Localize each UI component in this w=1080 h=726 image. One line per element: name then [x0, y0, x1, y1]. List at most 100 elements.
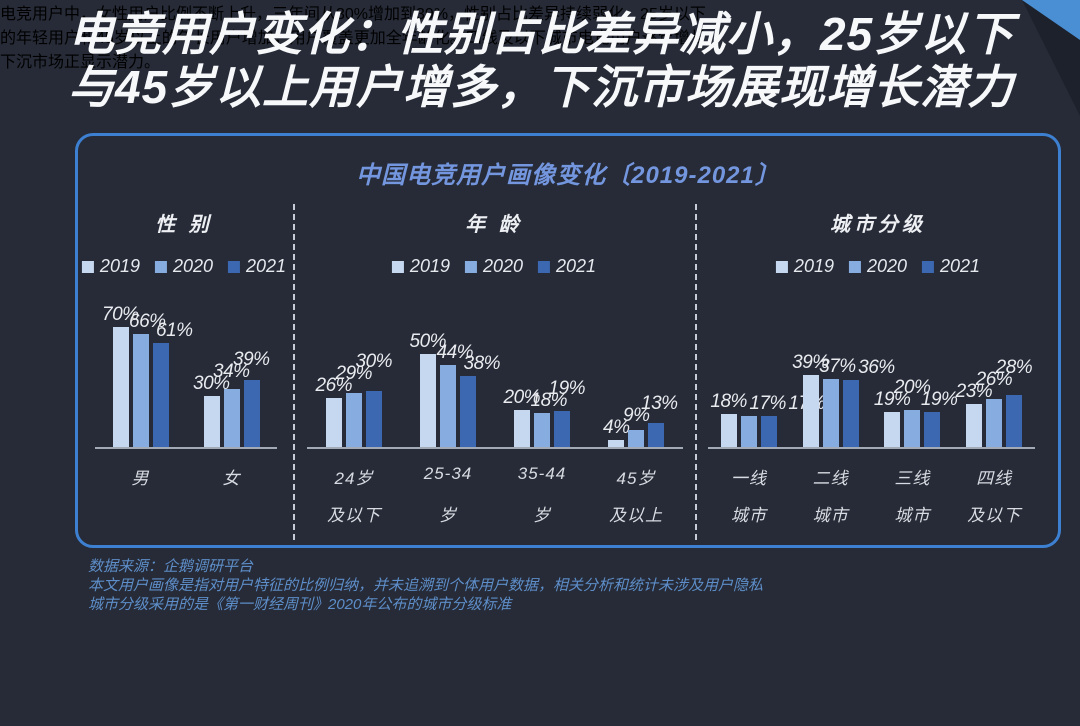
bar-2020	[346, 392, 362, 447]
legend-item: 2020	[464, 256, 524, 277]
legend-year-label: 2021	[556, 256, 597, 276]
bar-2020	[822, 378, 839, 447]
bar-value-label: 50%	[409, 330, 447, 352]
bar-2021	[554, 411, 570, 447]
bar-value-label: 39%	[792, 351, 829, 373]
x-axis-label: 女	[222, 469, 241, 488]
bar-2021	[1006, 395, 1023, 447]
bar-2020	[440, 364, 456, 447]
bar-2021	[842, 380, 859, 447]
bar-value-label: 18%	[710, 390, 747, 412]
x-axis-label: 及以下	[327, 506, 381, 525]
bar-2021	[366, 390, 382, 447]
bar-2019	[884, 411, 901, 447]
bar-2020	[740, 415, 757, 447]
legend-item: 2019	[775, 256, 834, 277]
chart-title: 中国电竞用户画像变化〔2019-2021〕	[356, 162, 780, 189]
legend-year-label: 2021	[246, 256, 287, 276]
legend-item: 2019	[391, 256, 450, 277]
legend-year-label: 2019	[99, 256, 140, 276]
x-axis-label: 岁	[439, 506, 457, 525]
legend-swatch-2021	[922, 260, 935, 273]
bar-value-label: 38%	[463, 352, 501, 374]
legend-year-label: 2020	[866, 256, 908, 276]
footnote-source: 数据来源：企鹅调研平台	[88, 558, 254, 575]
legend-swatch-2021	[538, 260, 551, 273]
legend-swatch-2021	[228, 260, 241, 273]
bar-2020	[534, 413, 550, 447]
bar-2020	[132, 334, 149, 447]
bar-value-label: 30%	[355, 351, 393, 373]
bar-2020	[986, 398, 1003, 447]
bar-2019	[112, 327, 129, 447]
bar-value-label: 19%	[920, 388, 958, 410]
x-axis-label: 25-34	[423, 464, 473, 483]
x-axis-label: 城市	[812, 506, 849, 525]
x-axis-line	[708, 447, 1035, 449]
x-axis-label: 24岁	[334, 469, 374, 488]
legend-item: 2021	[228, 256, 286, 277]
legend-item: 2020	[848, 256, 908, 277]
bar-2019	[203, 395, 220, 447]
x-axis-label: 二线	[812, 469, 849, 488]
bar-value-label: 39%	[233, 348, 270, 370]
bar-value-label: 13%	[641, 392, 678, 414]
section-divider-2	[695, 204, 697, 540]
bar-value-label: 70%	[102, 304, 139, 326]
legend-swatch-2020	[154, 260, 167, 273]
bar-value-label: 61%	[156, 319, 193, 341]
bar-value-label: 34%	[213, 360, 250, 382]
section-header: 性 别	[155, 214, 213, 236]
legend-swatch-2020	[464, 260, 477, 273]
summary-line-1: 电竞用户中，女性用户比例不断上升，三年间从30%增加到39%，性别占比差异持续弱…	[0, 6, 706, 23]
x-axis-label: 男	[131, 469, 150, 488]
x-axis-line	[307, 447, 683, 449]
legend-year-label: 2020	[482, 256, 524, 276]
bar-value-label: 9%	[623, 404, 650, 426]
legend: 2019 2020 2021	[81, 256, 286, 277]
legend-swatch-2020	[848, 260, 861, 273]
legend-swatch-2019	[391, 260, 404, 273]
bar-value-label: 19%	[548, 378, 586, 400]
bar-2021	[243, 380, 260, 447]
x-axis-label: 岁	[533, 506, 551, 525]
bar-value-label: 37%	[819, 355, 856, 377]
bar-2021	[152, 342, 169, 447]
bar-2021	[460, 375, 476, 447]
x-axis-label: 一线	[730, 469, 767, 488]
legend-year-label: 2021	[940, 256, 981, 276]
bar-2019	[420, 353, 436, 447]
bar-2021	[760, 415, 777, 447]
x-axis-label: 45岁	[616, 469, 656, 488]
x-axis-label: 城市	[730, 506, 767, 525]
x-axis-line	[95, 447, 277, 449]
bar-2020	[904, 410, 921, 447]
bar-value-label: 18%	[530, 390, 568, 412]
bar-2020	[223, 388, 240, 447]
legend-item: 2019	[81, 256, 140, 277]
bar-2019	[514, 409, 530, 447]
bar-value-label: 26%	[315, 375, 353, 397]
x-axis-label: 三线	[894, 469, 931, 488]
legend-year-label: 2019	[793, 256, 834, 276]
bar-2021	[924, 411, 941, 447]
chart-panel: 中国电竞用户画像变化〔2019-2021〕	[75, 133, 1061, 548]
bar-value-label: 23%	[955, 381, 993, 403]
summary-line-2: 的年轻用户和45岁以上的年长用户增加，用户覆盖更加全年龄化。四线及以下城市电竞用…	[0, 30, 722, 47]
legend-item: 2021	[922, 256, 980, 277]
legend-year-label: 2020	[172, 256, 214, 276]
section-header: 年 龄	[465, 214, 523, 236]
footnote-privacy: 本文用户画像是指对用户特征的比例归纳，并未追溯到个体用户数据，相关分析和统计未涉…	[88, 577, 764, 594]
section-divider-1	[293, 204, 295, 540]
bar-2019	[720, 413, 737, 447]
summary-line-3: 下沉市场正显示潜力。	[0, 54, 161, 71]
bar-2019	[326, 398, 342, 447]
x-axis-label: 城市	[894, 506, 931, 525]
bar-value-label: 44%	[436, 341, 474, 363]
bar-value-label: 26%	[975, 369, 1013, 391]
bar-value-label: 17%	[749, 392, 786, 414]
bar-value-label: 19%	[873, 388, 911, 410]
bar-2021	[648, 422, 664, 447]
x-axis-label: 及以下	[967, 506, 1022, 525]
